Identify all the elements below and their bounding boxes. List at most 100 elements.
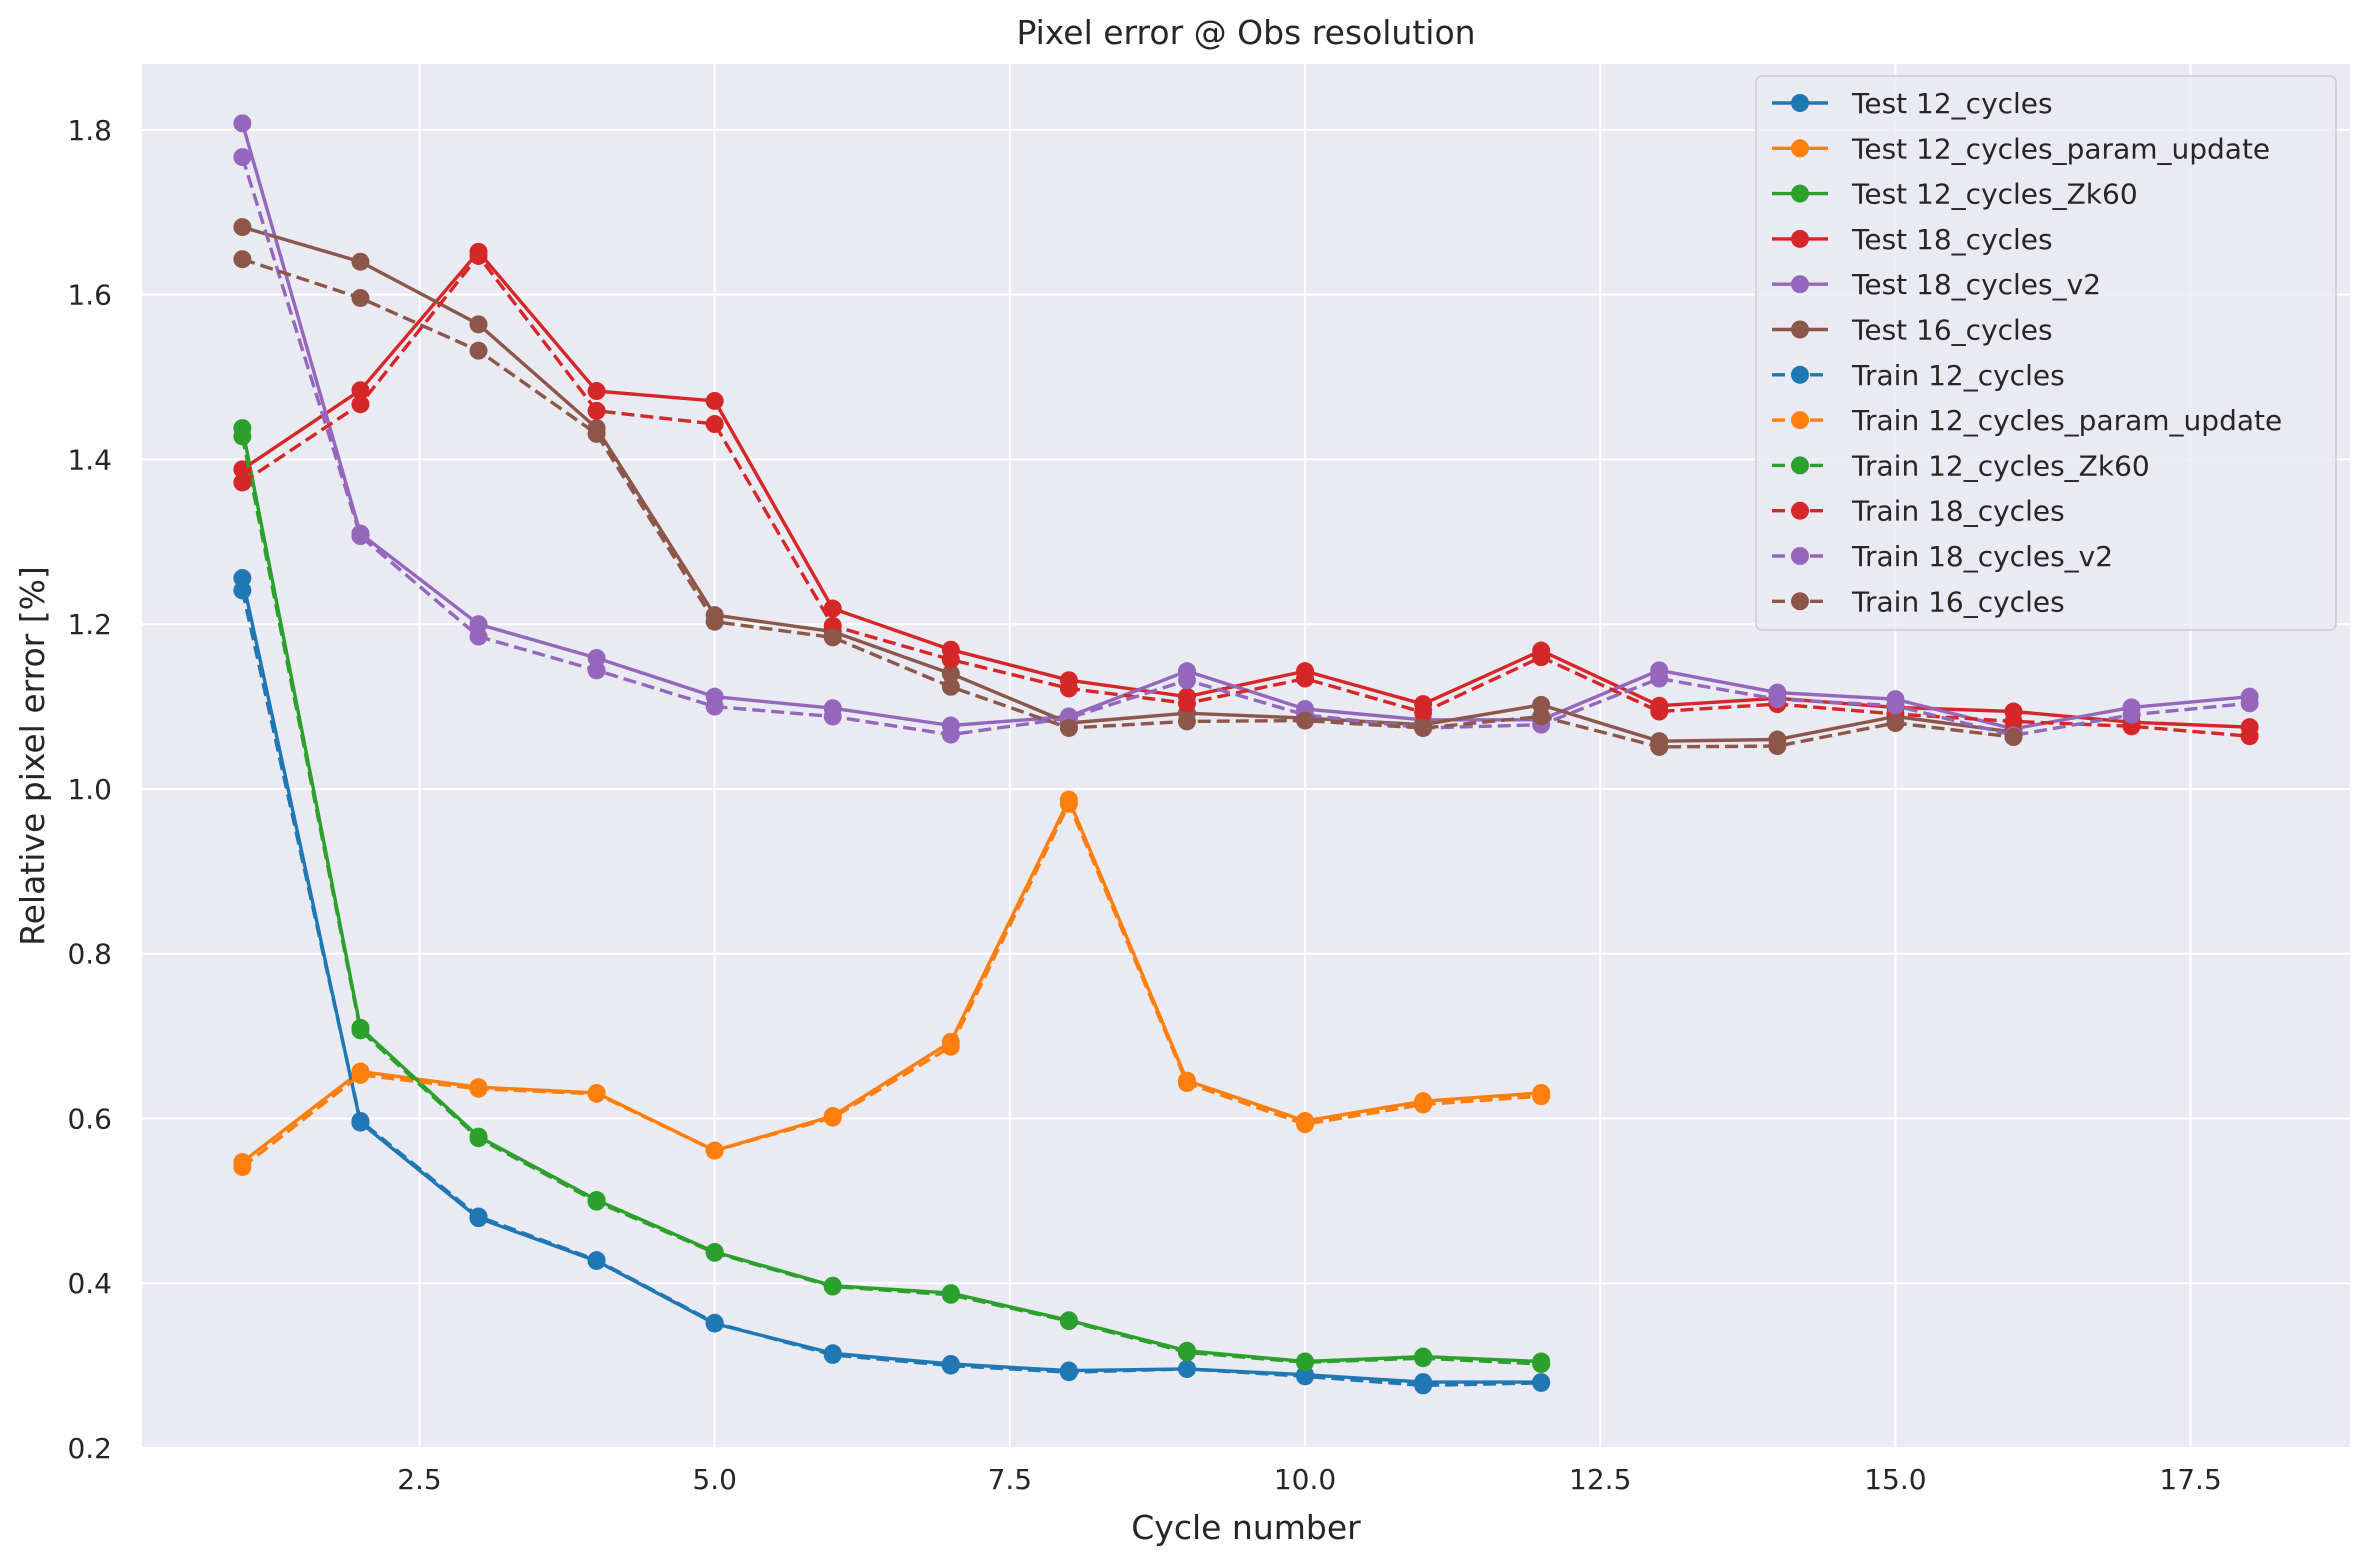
data-point [351,527,370,546]
data-point [587,648,606,667]
y-tick-label: 1.0 [67,773,112,806]
legend-label: Train 12_cycles_param_update [1851,404,2282,437]
data-point [823,1108,842,1127]
data-point [2122,705,2141,724]
data-point [705,391,724,410]
data-point [587,1192,606,1211]
data-point [1296,1367,1315,1386]
data-point [1650,669,1669,688]
x-tick-label: 15.0 [1864,1463,1926,1496]
data-point [233,473,252,492]
data-point [941,677,960,696]
legend-label: Test 12_cycles [1851,87,2053,120]
data-point [941,664,960,683]
data-point [1177,694,1196,713]
y-tick-label: 0.2 [67,1432,112,1465]
y-tick-label: 0.4 [67,1267,112,1300]
data-point [587,661,606,680]
data-point [469,315,488,334]
data-point [705,1243,724,1262]
data-point [1532,1354,1551,1373]
data-point [1177,1074,1196,1093]
series-train-12-cycles-zk60 [233,427,1551,1373]
data-point [233,218,252,237]
y-tick-label: 0.8 [67,938,112,971]
y-tick-label: 1.6 [67,279,112,312]
data-point [469,246,488,265]
legend-item-test-12-cycles-param-update: Test 12_cycles_param_update [1772,132,2270,165]
y-tick-label: 0.6 [67,1102,112,1135]
data-point [587,1084,606,1103]
data-point [1532,1373,1551,1392]
legend-item-train-12-cycles-param-update: Train 12_cycles_param_update [1772,404,2282,437]
data-point [469,1207,488,1226]
legend-label: Test 18_cycles_v2 [1851,268,2101,301]
grid [142,64,2350,1449]
series-line [240,590,1542,1388]
legend-item-train-16-cycles: Train 16_cycles [1772,585,2065,618]
legend-marker [1791,501,1809,520]
legend-label: Test 12_cycles_param_update [1851,132,2270,165]
data-point [233,1158,252,1177]
data-point [233,427,252,446]
legend-marker [1791,547,1809,565]
data-point [1768,690,1787,709]
legend-item-train-18-cycles-v2: Train 18_cycles_v2 [1772,540,2113,573]
data-point [1532,1087,1551,1106]
x-axis-label: Cycle number [1131,1508,1361,1547]
series-line [240,427,1542,1364]
data-point [587,401,606,420]
series-train-18-cycles [233,246,2259,746]
y-axis-label: Relative pixel error [%] [13,566,52,946]
legend-item-test-18-cycles-v2: Test 18_cycles_v2 [1772,268,2101,301]
data-point [233,569,252,588]
data-point [1177,1343,1196,1362]
data-point [233,250,252,269]
series-line [241,798,1542,1164]
data-point [469,615,488,634]
legend: Test 12_cycles Test 12_cycles_param_updat… [1755,75,2337,631]
series-train-12-cycles [233,581,1551,1395]
legend-marker [1791,94,1809,112]
data-point [351,395,370,414]
legend-label: Train 16_cycles [1851,585,2065,618]
legend-marker [1791,592,1809,611]
x-tick-label: 10.0 [1274,1463,1336,1496]
legend-item-test-12-cycles-zk60: Test 12_cycles_Zk60 [1772,178,2138,211]
data-point [823,628,842,647]
series-line [241,254,2250,738]
legend-marker [1791,365,1809,384]
data-point [823,599,842,618]
data-point [1886,696,1905,715]
data-point [941,1037,960,1056]
legend-label: Train 18_cycles [1851,495,2065,528]
data-point [233,114,252,133]
x-axis-ticks: 2.5 5.0 7.5 10.0 12.5 15.0 17.5 [397,1463,2222,1496]
series-line [241,802,1542,1169]
y-tick-label: 1.4 [67,443,112,476]
x-tick-label: 17.5 [2159,1463,2221,1496]
data-point [469,341,488,360]
legend-item-test-18-cycles: Test 18_cycles [1772,223,2053,256]
data-point [587,1251,606,1270]
data-point [705,697,724,716]
data-point [1532,648,1551,667]
data-point [1414,703,1433,722]
data-point [587,382,606,401]
data-point [705,1313,724,1332]
data-point [1296,711,1315,730]
data-point [705,612,724,631]
data-point [351,1111,370,1130]
series-layer [233,114,2259,1395]
legend-item-train-12-cycles: Train 12_cycles [1772,359,2065,392]
data-point [469,627,488,646]
data-point [2004,712,2023,731]
series-line [241,250,2250,729]
data-point [1768,737,1787,756]
data-point [351,288,370,307]
legend-label: Train 12_cycles_Zk60 [1851,449,2150,482]
data-point [1296,669,1315,688]
data-point [705,1141,724,1160]
data-point [941,1356,960,1375]
